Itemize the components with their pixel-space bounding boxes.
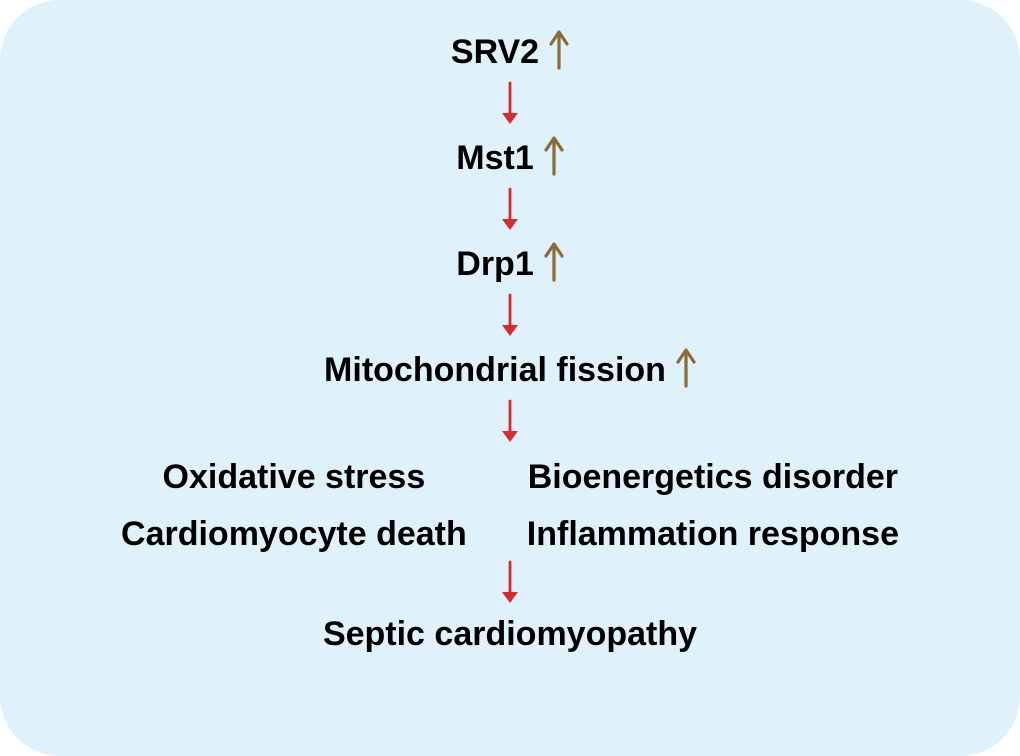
down-arrow-icon (500, 560, 520, 609)
pathway-step-label: Drp1 (456, 245, 533, 284)
up-arrow-icon (549, 30, 569, 75)
diagram-panel: SRV2 Mst1 Drp1 Mitochondrial fission Oxidati… (0, 0, 1020, 756)
down-arrow-icon (500, 293, 520, 342)
up-arrow-icon (544, 242, 564, 287)
outcome-label: Oxidative stress (163, 458, 426, 497)
final-outcome: Septic cardiomyopathy (323, 615, 697, 654)
outcomes-left: Oxidative stress Cardiomyocyte death (121, 458, 467, 554)
outcome-label: Inflammation response (527, 515, 899, 554)
pathway-step: Mst1 (456, 136, 563, 181)
pathway-step-label: Mst1 (456, 139, 533, 178)
outcomes-right: Bioenergetics disorder Inflammation respo… (527, 458, 899, 554)
down-arrow-icon (500, 399, 520, 448)
pathway-step: Drp1 (456, 242, 563, 287)
pathway-step: Mitochondrial fission (324, 348, 696, 393)
pathway-step: SRV2 (451, 30, 569, 75)
up-arrow-icon (544, 136, 564, 181)
down-arrow-icon (500, 81, 520, 130)
outcome-label: Cardiomyocyte death (121, 515, 467, 554)
down-arrow-icon (500, 187, 520, 236)
outcomes-block: Oxidative stress Cardiomyocyte death Bioen… (121, 458, 899, 554)
final-label: Septic cardiomyopathy (323, 615, 697, 654)
outcome-label: Bioenergetics disorder (528, 458, 898, 497)
pathway-step-label: Mitochondrial fission (324, 351, 666, 390)
up-arrow-icon (676, 348, 696, 393)
pathway-step-label: SRV2 (451, 33, 539, 72)
